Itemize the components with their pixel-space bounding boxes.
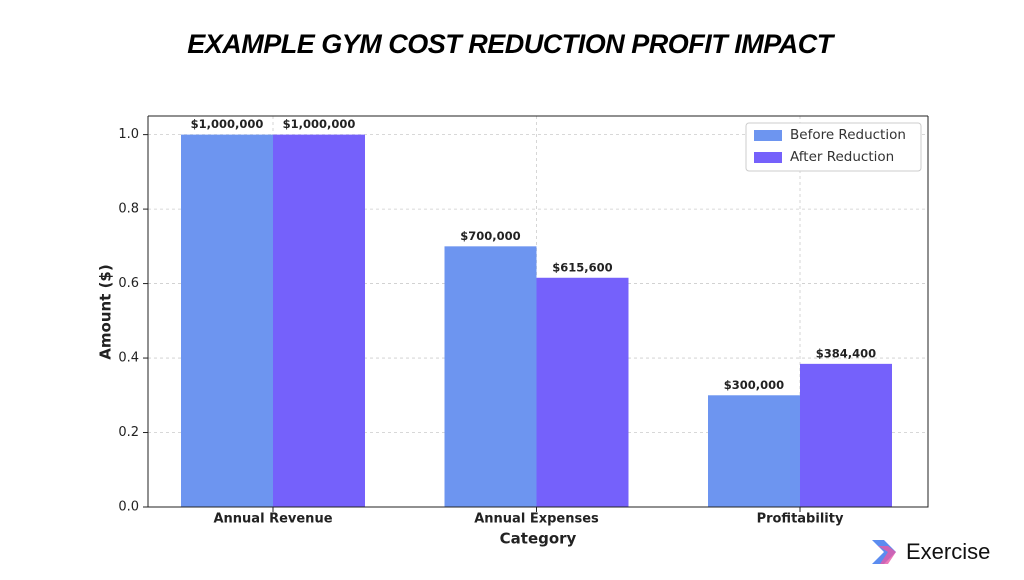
x-tick-label: Annual Expenses [474, 512, 599, 527]
bar [444, 246, 537, 508]
legend: Before Reduction After Reduction [745, 122, 922, 172]
legend-box [745, 122, 922, 172]
bar [800, 363, 892, 507]
value-label: $700,000 [460, 229, 520, 243]
y-tick-label: 0.0 [118, 500, 139, 515]
value-label: $384,400 [816, 346, 876, 360]
bar [536, 277, 629, 507]
chart-title: EXAMPLE GYM COST REDUCTION PROFIT IMPACT [187, 29, 836, 59]
axis-frame [147, 116, 929, 508]
legend-swatch [754, 152, 782, 163]
brand-name: Exercise [906, 539, 990, 564]
bar [273, 134, 365, 507]
x-tick-label: Profitability [757, 512, 844, 527]
bar [708, 395, 800, 507]
x-axis-label: Category [500, 530, 577, 548]
logo-mark [878, 546, 896, 564]
brand-logo: Exercise [872, 539, 990, 564]
y-tick-label: 0.4 [118, 351, 139, 366]
legend-label: After Reduction [790, 149, 894, 165]
value-label: $1,000,000 [191, 117, 264, 131]
y-tick-label: 0.6 [118, 276, 139, 291]
value-label: $1,000,000 [283, 117, 356, 131]
y-tick-label: 0.2 [118, 425, 139, 440]
bar [181, 134, 273, 507]
y-axis-label: Amount ($) [97, 264, 115, 359]
legend-label: Before Reduction [790, 127, 906, 143]
legend-swatch [754, 130, 782, 141]
x-tick-label: Annual Revenue [213, 512, 332, 527]
value-label: $300,000 [724, 378, 784, 392]
value-label: $615,600 [552, 260, 612, 274]
y-tick-label: 1.0 [118, 127, 139, 142]
y-tick-label: 0.8 [118, 202, 139, 217]
